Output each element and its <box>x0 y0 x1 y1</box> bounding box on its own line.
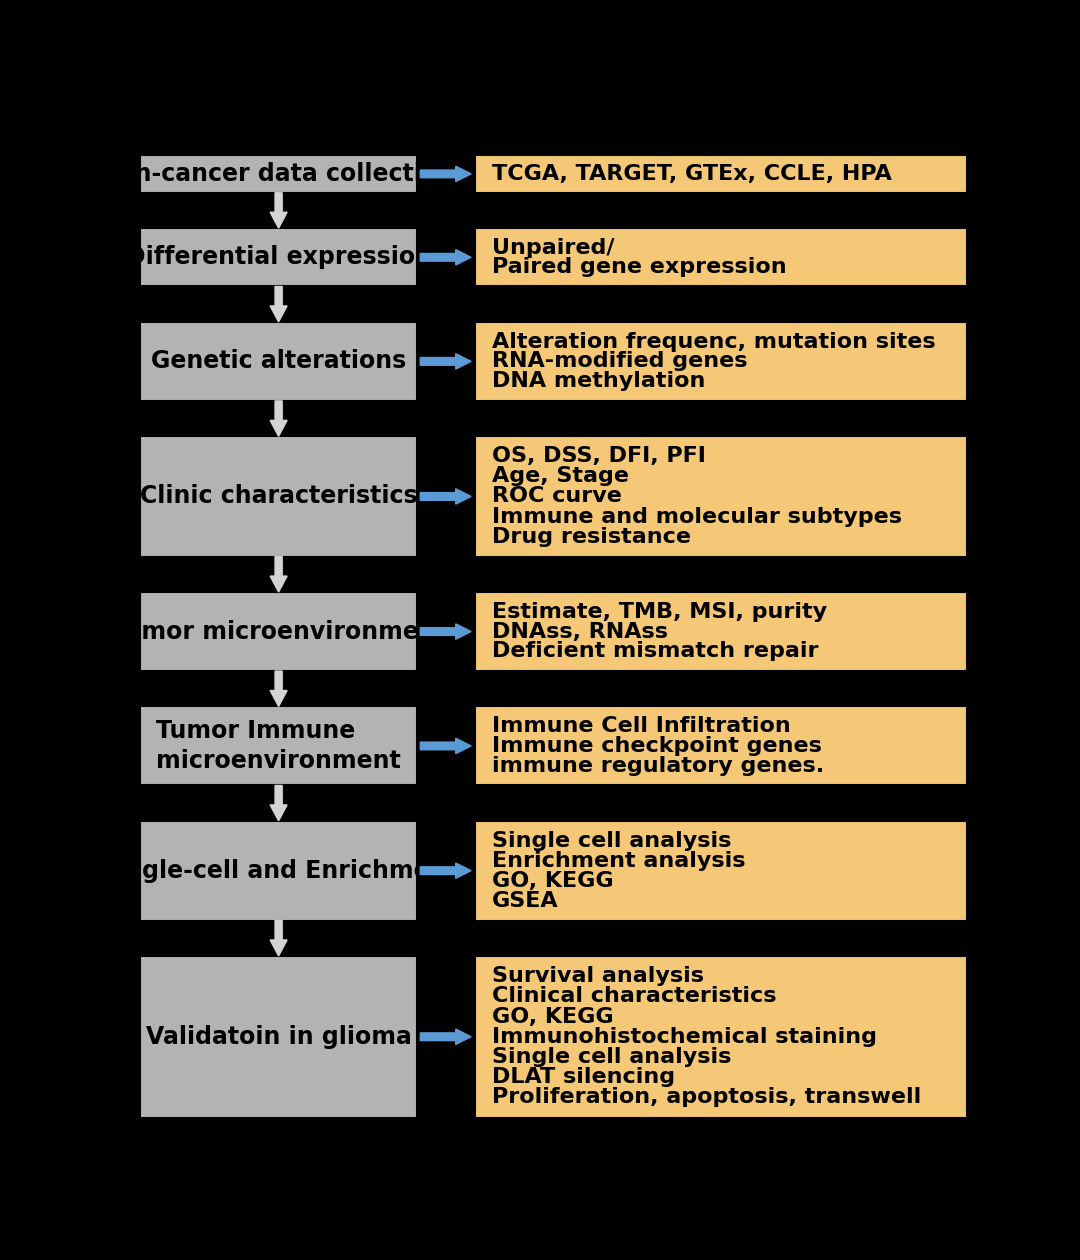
Text: GSEA: GSEA <box>491 891 558 911</box>
FancyBboxPatch shape <box>140 436 417 557</box>
FancyArrow shape <box>270 672 287 707</box>
Text: Estimate, TMB, MSI, purity: Estimate, TMB, MSI, purity <box>491 602 827 621</box>
Text: OS, DSS, DFI, PFI: OS, DSS, DFI, PFI <box>491 446 705 466</box>
Text: Single-cell and Enrichment: Single-cell and Enrichment <box>99 858 458 883</box>
FancyArrow shape <box>420 624 471 639</box>
Text: Immune and molecular subtypes: Immune and molecular subtypes <box>491 507 902 527</box>
FancyBboxPatch shape <box>140 956 417 1118</box>
Text: ROC curve: ROC curve <box>491 486 622 507</box>
FancyArrow shape <box>420 863 471 878</box>
Text: Survival analysis: Survival analysis <box>491 966 704 987</box>
FancyArrow shape <box>420 738 471 753</box>
Text: Immune Cell Infiltration: Immune Cell Infiltration <box>491 716 791 736</box>
FancyArrow shape <box>270 286 287 321</box>
FancyBboxPatch shape <box>475 155 967 193</box>
FancyArrow shape <box>270 401 287 436</box>
Text: Enrichment analysis: Enrichment analysis <box>491 850 745 871</box>
Text: Validatoin in glioma: Validatoin in glioma <box>146 1024 411 1048</box>
Text: RNA-modified genes: RNA-modified genes <box>491 352 747 372</box>
Text: Age, Stage: Age, Stage <box>491 466 629 486</box>
FancyArrow shape <box>270 785 287 820</box>
FancyArrow shape <box>270 921 287 956</box>
Text: Drug resistance: Drug resistance <box>491 527 691 547</box>
FancyArrow shape <box>420 489 471 504</box>
Text: Unpaired/: Unpaired/ <box>491 238 615 257</box>
Text: DNA methylation: DNA methylation <box>491 372 705 391</box>
Text: Pan-cancer data collection: Pan-cancer data collection <box>103 161 455 186</box>
FancyArrow shape <box>420 249 471 265</box>
FancyBboxPatch shape <box>140 592 417 672</box>
FancyBboxPatch shape <box>140 155 417 193</box>
FancyBboxPatch shape <box>475 592 967 672</box>
Text: Paired gene expression: Paired gene expression <box>491 257 786 277</box>
FancyBboxPatch shape <box>140 321 417 401</box>
FancyBboxPatch shape <box>475 956 967 1118</box>
Text: Differential expression: Differential expression <box>125 246 432 270</box>
FancyBboxPatch shape <box>140 228 417 286</box>
Text: Single cell analysis: Single cell analysis <box>491 1047 731 1067</box>
Text: immune regulatory genes.: immune regulatory genes. <box>491 756 824 776</box>
Text: DLAT silencing: DLAT silencing <box>491 1067 675 1087</box>
Text: Tumor microenvironment: Tumor microenvironment <box>110 620 447 644</box>
Text: Immunohistochemical staining: Immunohistochemical staining <box>491 1027 877 1047</box>
Text: GO, KEGG: GO, KEGG <box>491 871 613 891</box>
FancyBboxPatch shape <box>475 820 967 921</box>
FancyBboxPatch shape <box>475 228 967 286</box>
Text: Genetic alterations: Genetic alterations <box>151 349 406 373</box>
FancyArrow shape <box>420 1029 471 1045</box>
Text: Alteration frequenc, mutation sites: Alteration frequenc, mutation sites <box>491 331 935 352</box>
Text: Immune checkpoint genes: Immune checkpoint genes <box>491 736 822 756</box>
Text: GO, KEGG: GO, KEGG <box>491 1007 613 1027</box>
Text: TCGA, TARGET, GTEx, CCLE, HPA: TCGA, TARGET, GTEx, CCLE, HPA <box>491 164 892 184</box>
FancyBboxPatch shape <box>475 436 967 557</box>
Text: Clinic characteristics: Clinic characteristics <box>139 484 418 509</box>
Text: Clinical characteristics: Clinical characteristics <box>491 987 777 1007</box>
FancyBboxPatch shape <box>475 321 967 401</box>
FancyArrow shape <box>420 166 471 181</box>
FancyArrow shape <box>420 354 471 369</box>
FancyBboxPatch shape <box>475 707 967 785</box>
FancyArrow shape <box>270 193 287 228</box>
FancyArrow shape <box>270 557 287 592</box>
Text: Tumor Immune
microenvironment: Tumor Immune microenvironment <box>157 719 401 772</box>
FancyBboxPatch shape <box>140 707 417 785</box>
Text: Single cell analysis: Single cell analysis <box>491 830 731 850</box>
Text: DNAss, RNAss: DNAss, RNAss <box>491 621 667 641</box>
FancyBboxPatch shape <box>140 820 417 921</box>
Text: Proliferation, apoptosis, transwell: Proliferation, apoptosis, transwell <box>491 1087 921 1108</box>
Text: Deficient mismatch repair: Deficient mismatch repair <box>491 641 819 662</box>
